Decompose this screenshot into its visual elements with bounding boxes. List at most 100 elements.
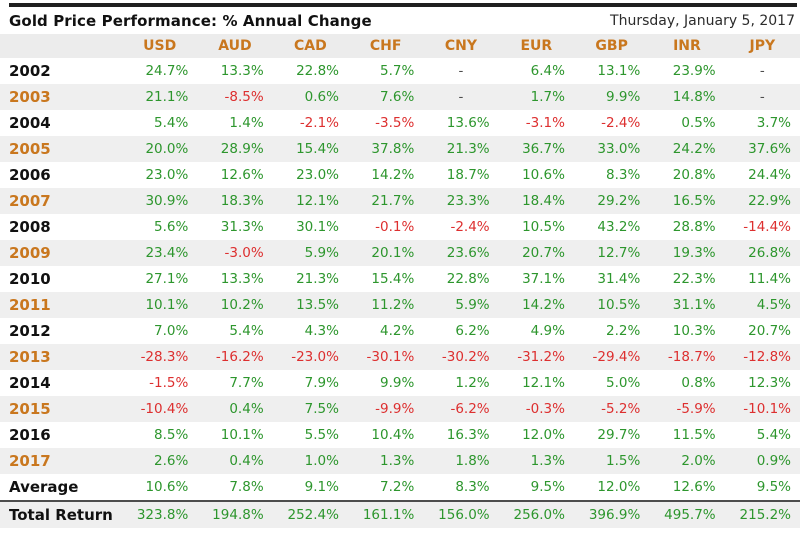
value-cell: 7.7% <box>229 375 264 391</box>
value-cell: 2.2% <box>605 323 641 339</box>
value-cell: 31.1% <box>672 297 716 313</box>
value-cell: 7.0% <box>154 323 189 339</box>
column-header-usd: USD <box>122 34 198 58</box>
value-cell: 4.2% <box>380 323 415 339</box>
table-row: 2004 5.4% 1.4% -2.1% -3.5% 13.6% -3.1% -2.4% 0.5… <box>0 110 800 136</box>
value-cell: -14.4% <box>743 219 791 235</box>
column-header-inr: INR <box>649 34 725 58</box>
value-cell: 9.5% <box>530 479 565 495</box>
value-cell: 37.1% <box>522 271 565 287</box>
annual-change-table: USD AUD CAD CHF CNY EUR GBP INR JPY 2002 24.7% 13.… <box>0 34 800 528</box>
column-header-gbp: GBP <box>573 34 650 58</box>
value-cell: 7.5% <box>304 401 339 417</box>
value-cell: -0.3% <box>525 401 565 417</box>
value-cell: 1.2% <box>455 375 490 391</box>
value-cell: 20.1% <box>371 245 415 261</box>
value-cell: 156.0% <box>423 500 499 528</box>
value-cell: 495.7% <box>649 500 725 528</box>
year-column-header <box>0 34 122 58</box>
row-label: 2008 <box>9 218 51 236</box>
value-cell: -30.2% <box>441 349 490 365</box>
value-cell: 14.8% <box>672 89 716 105</box>
value-cell: 10.1% <box>220 427 264 443</box>
value-cell: 10.6% <box>522 167 565 183</box>
value-cell: 256.0% <box>498 500 574 528</box>
value-cell: 18.3% <box>220 193 264 209</box>
value-cell: -3.5% <box>375 115 415 131</box>
value-cell: -16.2% <box>215 349 264 365</box>
value-cell: 1.4% <box>229 115 264 131</box>
value-cell: 18.7% <box>446 167 490 183</box>
value-cell: 7.8% <box>229 479 264 495</box>
value-cell: 13.3% <box>220 63 264 79</box>
row-label: 2017 <box>9 452 51 470</box>
value-cell: 5.7% <box>380 63 415 79</box>
value-cell: 8.5% <box>154 427 189 443</box>
table-body: 2002 24.7% 13.3% 22.8% 5.7% -6.4% 13.1% 23.9% -2… <box>0 58 800 528</box>
value-cell: 24.7% <box>145 63 189 79</box>
value-cell: 36.7% <box>522 141 565 157</box>
value-cell: -2.4% <box>601 115 641 131</box>
value-cell: 11.2% <box>371 297 415 313</box>
value-cell: 5.0% <box>605 375 641 391</box>
value-cell: 12.0% <box>597 479 641 495</box>
value-cell: 12.3% <box>748 375 791 391</box>
value-cell: 11.5% <box>672 427 716 443</box>
table-row: 2009 23.4% -3.0% 5.9% 20.1% 23.6% 20.7% 12.7% 19… <box>0 240 800 266</box>
column-header-row: USD AUD CAD CHF CNY EUR GBP INR JPY <box>0 34 800 58</box>
value-cell: 215.2% <box>724 500 800 528</box>
value-cell: - <box>458 89 464 105</box>
table-row: 2006 23.0% 12.6% 23.0% 14.2% 18.7% 10.6% 8.3% 20… <box>0 162 800 188</box>
table-row: 2011 10.1% 10.2% 13.5% 11.2% 5.9% 14.2% 10.5% 31… <box>0 292 800 318</box>
table-row: 2012 7.0% 5.4% 4.3% 4.2% 6.2% 4.9% 2.2% 10.3% 20.… <box>0 318 800 344</box>
value-cell: 5.4% <box>154 115 189 131</box>
value-cell: 0.6% <box>304 89 339 105</box>
value-cell: 10.6% <box>145 479 189 495</box>
row-label: 2007 <box>9 192 51 210</box>
value-cell: 20.7% <box>522 245 565 261</box>
value-cell: -8.5% <box>224 89 264 105</box>
value-cell: 0.9% <box>756 453 791 469</box>
value-cell: 1.7% <box>530 89 565 105</box>
row-label: 2013 <box>9 348 51 366</box>
value-cell: 4.5% <box>756 297 791 313</box>
value-cell: 20.7% <box>748 323 791 339</box>
value-cell: 14.2% <box>522 297 565 313</box>
value-cell: 12.1% <box>522 375 565 391</box>
value-cell: 21.3% <box>296 271 339 287</box>
column-header-jpy: JPY <box>724 34 800 58</box>
value-cell: 22.8% <box>446 271 490 287</box>
table-row: 2008 5.6% 31.3% 30.1% -0.1% -2.4% 10.5% 43.2% 28… <box>0 214 800 240</box>
value-cell: 9.1% <box>304 479 339 495</box>
value-cell: 194.8% <box>197 500 273 528</box>
value-cell: -3.1% <box>525 115 565 131</box>
value-cell: 28.8% <box>672 219 716 235</box>
table-row: 2013 -28.3% -16.2% -23.0% -30.1% -30.2% -31.2%… <box>0 344 800 370</box>
value-cell: 12.0% <box>522 427 565 443</box>
value-cell: 19.3% <box>672 245 716 261</box>
row-label: 2015 <box>9 400 51 418</box>
value-cell: 9.9% <box>380 375 415 391</box>
table-row: Average 10.6% 7.8% 9.1% 7.2% 8.3% 9.5% 12.0% 12.… <box>0 474 800 501</box>
row-label: Total Return <box>0 500 122 528</box>
column-header-aud: AUD <box>197 34 273 58</box>
value-cell: 3.7% <box>756 115 791 131</box>
value-cell: 5.4% <box>229 323 264 339</box>
value-cell: -2.4% <box>450 219 490 235</box>
value-cell: 22.8% <box>296 63 339 79</box>
value-cell: 12.6% <box>220 167 264 183</box>
value-cell: 6.2% <box>455 323 490 339</box>
value-cell: -18.7% <box>667 349 716 365</box>
table-row: 2010 27.1% 13.3% 21.3% 15.4% 22.8% 37.1% 31.4% 2… <box>0 266 800 292</box>
value-cell: 13.3% <box>220 271 264 287</box>
value-cell: 161.1% <box>347 500 424 528</box>
value-cell: 33.0% <box>597 141 641 157</box>
page-title: Gold Price Performance: % Annual Change <box>9 11 372 30</box>
value-cell: -28.3% <box>140 349 189 365</box>
value-cell: 0.8% <box>681 375 716 391</box>
value-cell: 0.4% <box>229 401 264 417</box>
row-label: 2009 <box>9 244 51 262</box>
value-cell: 396.9% <box>573 500 650 528</box>
value-cell: -30.1% <box>366 349 415 365</box>
value-cell: -23.0% <box>291 349 339 365</box>
